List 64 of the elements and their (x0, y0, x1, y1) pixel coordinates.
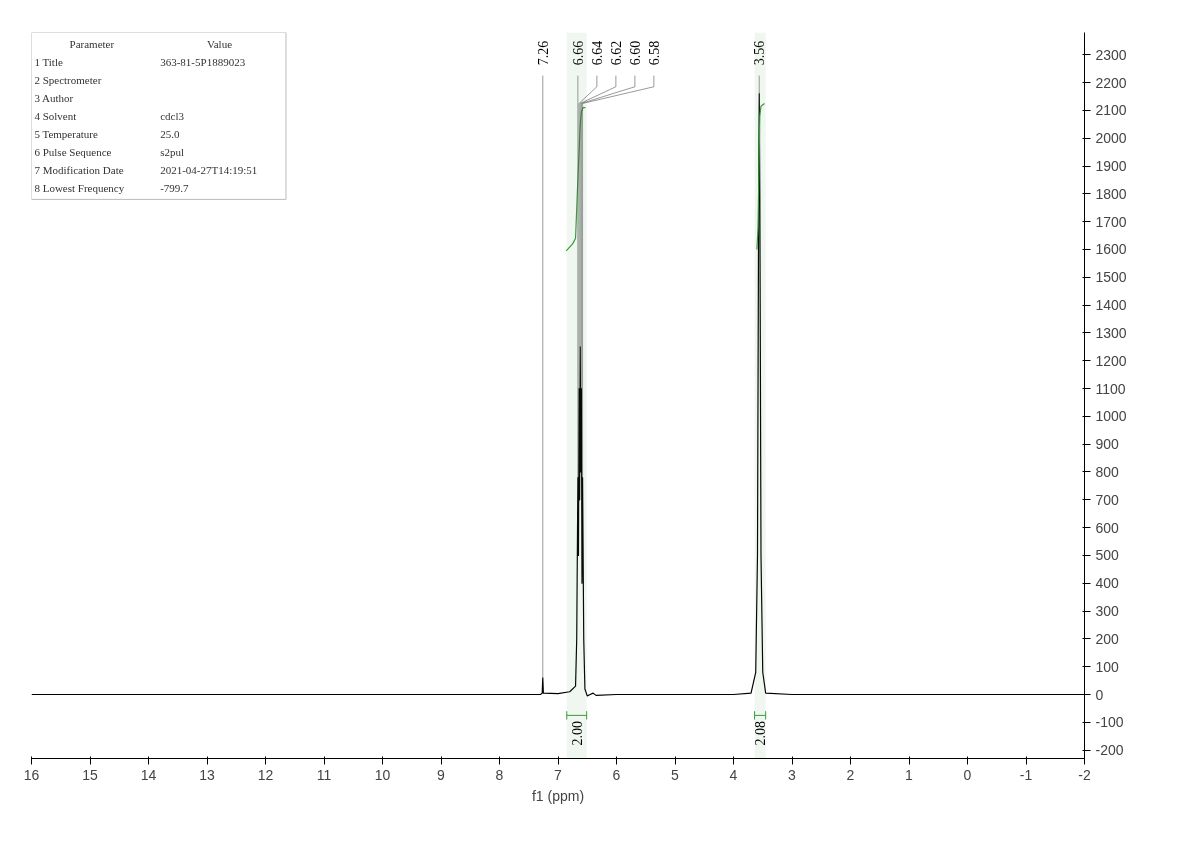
annotation: 6.62 (608, 40, 624, 66)
x-tick-label: 15 (82, 766, 98, 783)
y-tick-label: -200 (1095, 742, 1124, 759)
x-tick-label: 3 (788, 766, 797, 783)
text: 6 Pulse Sequence s2pul (34, 146, 185, 159)
x-tick-label: 11 (316, 766, 332, 783)
x-tick-label: 10 (374, 766, 391, 783)
x-tick-label: 0 (963, 766, 972, 783)
y-tick-label: 600 (1095, 519, 1120, 536)
text: 1 Title 363-81-5P1889023 (34, 55, 246, 68)
x-tick-label: 14 (140, 766, 157, 783)
x-tick-label: 7 (554, 766, 563, 783)
x-tick-label: 1 (905, 766, 914, 783)
annotation: 6.64 (589, 40, 605, 66)
y-tick-label: 1400 (1095, 297, 1127, 314)
x-tick-label: 6 (612, 766, 621, 783)
y-tick-label: 2200 (1095, 74, 1127, 91)
y-tick-label: 1800 (1095, 185, 1127, 202)
text: Parameter Value (69, 37, 233, 50)
annotation: 6.66 (570, 40, 586, 66)
text: 8 Lowest Frequency -799.7 (34, 181, 189, 195)
y-tick-label: 1700 (1095, 213, 1127, 230)
y-tick-label: 500 (1095, 547, 1120, 564)
y-tick-label: 900 (1095, 436, 1120, 453)
x-tick-label: 5 (671, 766, 680, 783)
x-tick-label: -2 (1078, 766, 1091, 783)
y-tick-label: 1200 (1095, 352, 1127, 369)
x-tick-label: 16 (23, 766, 40, 783)
y-tick-label: 2000 (1095, 130, 1127, 147)
y-tick-label: 400 (1095, 575, 1120, 592)
annotation: 7.26 (535, 40, 551, 66)
y-tick-label: 0 (1095, 686, 1104, 703)
band-label: 2.08 (753, 720, 769, 746)
y-tick-label: 1600 (1095, 241, 1127, 258)
text: 4 Solvent cdcl3 (34, 109, 185, 122)
x-axis-title: f1 (ppm) (531, 787, 585, 804)
x-tick-label: 9 (437, 766, 446, 783)
y-tick-label: 1300 (1095, 324, 1127, 341)
x-tick-label: 13 (199, 766, 215, 783)
annotation: 6.60 (627, 40, 643, 66)
x-tick-label: 4 (729, 766, 738, 783)
annotation: 3.56 (752, 40, 768, 66)
y-tick-label: 100 (1095, 658, 1120, 675)
y-tick-label: -100 (1095, 714, 1124, 731)
annotation: 2 Spectrometer (34, 73, 102, 86)
text: 5 Temperature 25.0 (34, 127, 180, 141)
y-tick-label: 1000 (1095, 408, 1127, 425)
x-tick-label: 2 (846, 766, 855, 783)
y-tick-label: 800 (1095, 463, 1120, 480)
y-tick-label: 2100 (1095, 102, 1127, 119)
y-tick-label: 1500 (1095, 269, 1127, 286)
band-label: 2.00 (569, 720, 585, 746)
x-tick-label: 8 (495, 766, 504, 783)
y-tick-label: 300 (1095, 603, 1120, 620)
annotation: 3 Author (34, 91, 74, 104)
x-tick-label: 12 (257, 766, 274, 783)
text: 7 Modification Date 2021-04-27T14:19:51 (34, 164, 258, 177)
y-tick-label: 2300 (1095, 46, 1127, 63)
annotation: 6.58 (646, 40, 662, 66)
x-tick-label: -1 (1019, 766, 1033, 783)
y-tick-label: 1900 (1095, 158, 1127, 175)
y-tick-label: 200 (1095, 630, 1120, 647)
y-tick-label: 1100 (1095, 380, 1126, 397)
y-tick-label: 700 (1095, 491, 1120, 508)
